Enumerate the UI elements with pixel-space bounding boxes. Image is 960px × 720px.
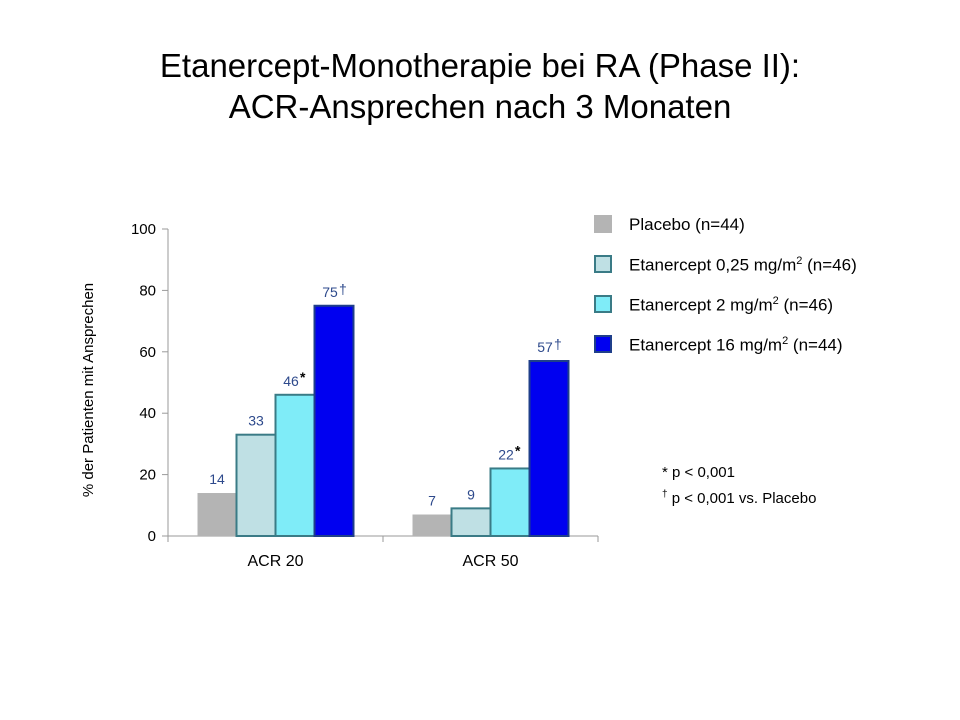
- footnotes: * p < 0,001 † p < 0,001 vs. Placebo: [662, 462, 816, 510]
- data-label: 33: [248, 413, 264, 429]
- bar: [412, 514, 452, 536]
- bar: [235, 433, 277, 537]
- y-tick-label: 100: [131, 221, 156, 238]
- chart-title: Etanercept-Monotherapie bei RA (Phase II…: [0, 45, 960, 127]
- y-tick-label: 40: [139, 405, 156, 422]
- y-tick-label: 60: [139, 344, 156, 361]
- legend-label: Etanercept 2 mg/m2 (n=46): [629, 295, 834, 315]
- data-label: 46: [283, 373, 299, 389]
- bar: [489, 467, 531, 537]
- significance-marker: †: [339, 281, 347, 297]
- chart-axes: 0 20 40 60 80 100: [131, 221, 599, 545]
- footnote: * p < 0,001: [662, 464, 735, 481]
- legend-swatch: [594, 255, 612, 273]
- y-tick-label: 0: [148, 528, 156, 545]
- data-label: 14: [209, 471, 225, 487]
- y-axis-label: % der Patienten mit Ansprechen: [80, 283, 97, 497]
- data-label: 7: [428, 493, 436, 509]
- significance-marker: †: [554, 336, 562, 352]
- x-category-label: ACR 20: [247, 553, 303, 570]
- legend-label: Placebo (n=44): [629, 215, 745, 234]
- x-category-label: ACR 50: [462, 553, 518, 570]
- data-label: 22: [498, 446, 514, 462]
- data-label: 75: [322, 284, 338, 300]
- chart-title-line2: ACR-Ansprechen nach 3 Monaten: [228, 88, 732, 125]
- significance-marker: *: [515, 442, 521, 458]
- legend-label: Etanercept 16 mg/m2 (n=44): [629, 335, 843, 355]
- footnote: † p < 0,001 vs. Placebo: [662, 489, 817, 507]
- y-tick-label: 80: [139, 282, 156, 299]
- bar: [528, 360, 570, 538]
- bar: [450, 507, 492, 537]
- chart-title-line1: Etanercept-Monotherapie bei RA (Phase II…: [159, 47, 801, 84]
- data-label: 9: [467, 486, 475, 502]
- data-label: 57: [537, 339, 553, 355]
- legend-swatch: [594, 215, 612, 233]
- bar: [197, 493, 237, 536]
- significance-marker: *: [300, 369, 306, 385]
- y-tick-label: 20: [139, 467, 156, 484]
- chart-bars: [197, 304, 570, 538]
- legend-label: Etanercept 0,25 mg/m2 (n=46): [629, 255, 857, 275]
- bar: [313, 304, 355, 537]
- legend-swatch: [594, 335, 612, 353]
- bar: [274, 393, 316, 537]
- legend-swatch: [594, 295, 612, 313]
